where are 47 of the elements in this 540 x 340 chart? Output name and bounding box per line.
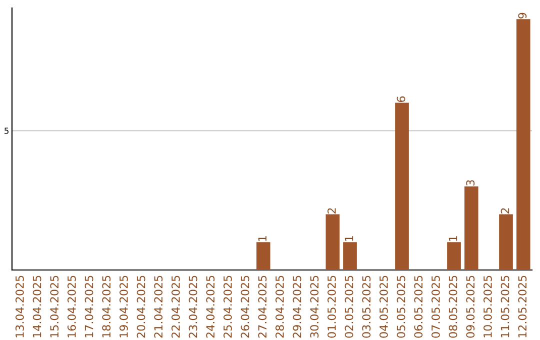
x-tick-label: 08.05.2025 <box>448 276 458 338</box>
x-tick-label: 01.05.2025 <box>327 276 336 338</box>
y-tick-label: 5 <box>4 128 8 134</box>
x-tick-label: 05.05.2025 <box>396 276 406 338</box>
bar <box>499 214 513 270</box>
bar <box>326 214 340 270</box>
x-tick-label: 04.05.2025 <box>379 276 388 338</box>
data-label: 2 <box>327 208 336 214</box>
data-label: 2 <box>500 208 510 214</box>
x-tick-label: 16.04.2025 <box>67 276 76 338</box>
bar <box>256 242 270 270</box>
x-tick-label: 03.05.2025 <box>362 276 371 338</box>
data-label: 1 <box>448 236 458 241</box>
x-tick-label: 07.05.2025 <box>431 276 440 338</box>
data-label: 1 <box>344 236 354 241</box>
x-tick-label: 06.05.2025 <box>414 276 423 338</box>
x-tick-label: 21.04.2025 <box>154 276 163 338</box>
x-tick-label: 14.04.2025 <box>32 276 42 338</box>
x-tick-label: 25.04.2025 <box>223 276 232 338</box>
bar <box>447 242 461 270</box>
data-label: 3 <box>466 180 475 186</box>
x-tick-label: 29.04.2025 <box>292 276 302 338</box>
x-tick-label: 30.04.2025 <box>310 276 319 338</box>
bar <box>516 19 530 270</box>
x-tick-label: 02.05.2025 <box>344 276 354 338</box>
x-tick-label: 13.04.2025 <box>15 276 24 338</box>
x-tick-label: 18.04.2025 <box>102 276 111 338</box>
data-label: 6 <box>396 96 406 102</box>
x-tick-label: 28.04.2025 <box>275 276 284 338</box>
x-tick-label: 19.04.2025 <box>119 276 128 338</box>
bar <box>395 102 409 270</box>
x-tick-label: 09.05.2025 <box>466 276 475 338</box>
x-tick-label: 23.04.2025 <box>188 276 198 338</box>
x-tick-label: 27.04.2025 <box>258 276 267 338</box>
x-tick-label: 10.05.2025 <box>483 276 492 338</box>
bar <box>464 186 478 270</box>
x-tick-label: 22.04.2025 <box>171 276 180 338</box>
x-tick-label: 11.05.2025 <box>500 276 510 338</box>
bar <box>343 242 357 270</box>
x-tick-label: 12.05.2025 <box>518 276 527 338</box>
x-tick-label: 15.04.2025 <box>50 276 59 338</box>
x-tick-label: 26.04.2025 <box>240 276 250 338</box>
data-label: 1 <box>258 236 266 241</box>
x-tick-label: 24.04.2025 <box>206 276 215 338</box>
x-tick-label: 20.04.2025 <box>136 276 146 338</box>
x-tick-label: 17.04.2025 <box>84 276 94 338</box>
data-label: 9 <box>518 12 527 18</box>
